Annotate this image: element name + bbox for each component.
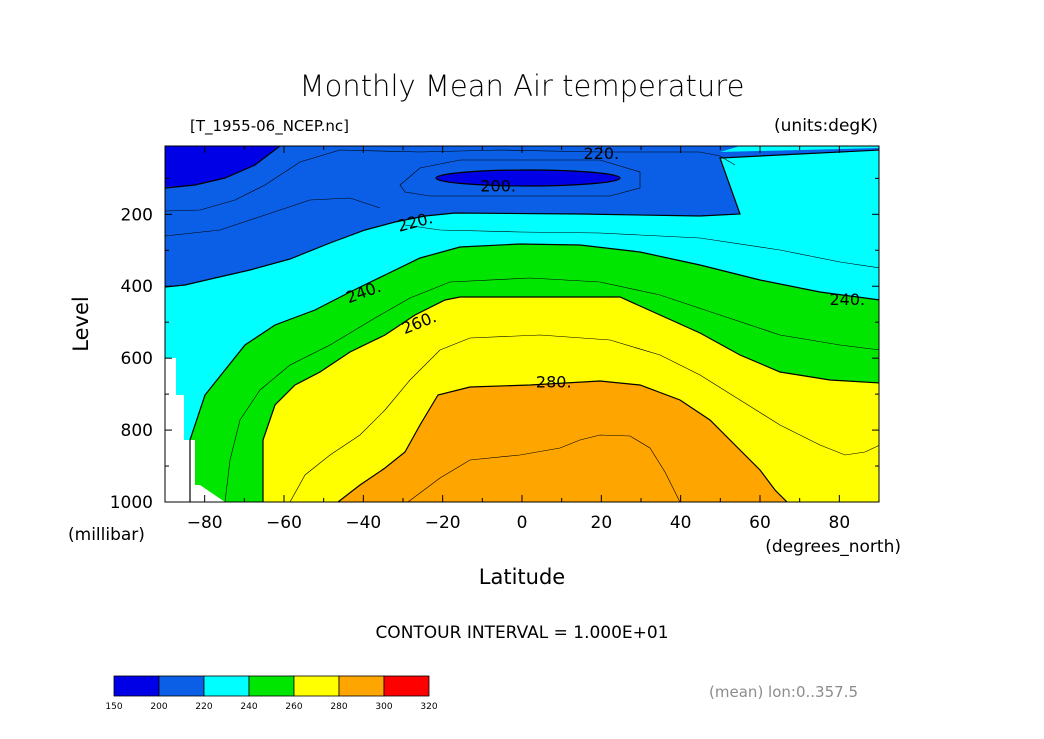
x-tick-label: −60 <box>266 513 302 533</box>
y-axis-unit: (millibar) <box>68 525 145 545</box>
missing-data-area-bottom <box>165 485 225 502</box>
x-tick-label: 40 <box>670 513 692 533</box>
contour-line-210b <box>399 159 641 197</box>
contour-line-230 <box>165 197 381 237</box>
contour-lines <box>165 146 879 502</box>
x-tick-labels: −80 −60 −40 −20 0 20 40 60 80 <box>187 513 850 533</box>
contour-line-290 <box>407 434 681 502</box>
contour-label: 240. <box>829 290 865 309</box>
contour-line-260 <box>262 296 879 502</box>
x-tick-label: 0 <box>517 513 528 533</box>
contour-label: 280. <box>536 373 572 392</box>
colorbar-label: 300 <box>375 702 392 712</box>
y-tick-label: 400 <box>121 277 153 297</box>
colorbar-swatch <box>158 675 205 697</box>
y-tick-label: 200 <box>121 205 153 225</box>
colorbar-label: 150 <box>105 702 122 712</box>
x-tick-label: −40 <box>345 513 381 533</box>
contour-label: 200. <box>480 177 516 196</box>
x-tick-label: 80 <box>829 513 851 533</box>
contour-line-210 <box>165 149 736 212</box>
colorbar-swatch <box>383 675 430 697</box>
colorbar-label: 260 <box>285 702 302 712</box>
contour-line-270 <box>289 334 879 502</box>
colorbar-label: 240 <box>240 702 257 712</box>
contour-line-200 <box>165 146 281 189</box>
y-tick-label: 1000 <box>110 493 153 513</box>
contour-line-220 <box>165 149 879 288</box>
contour-interval-text: CONTOUR INTERVAL = 1.000E+01 <box>375 623 668 643</box>
colorbar-swatch <box>248 675 295 697</box>
colorbar-swatch <box>203 675 250 697</box>
colorbar-swatch <box>338 675 385 697</box>
x-tick-label: 60 <box>749 513 771 533</box>
x-axis-unit: (degrees_north) <box>765 537 901 557</box>
y-tick-label: 800 <box>121 421 153 441</box>
x-axis-label: Latitude <box>479 565 565 589</box>
colorbar-swatch <box>293 675 340 697</box>
file-label: [T_1955-06_NCEP.nc] <box>190 117 349 136</box>
contour-fill-group <box>165 146 879 502</box>
units-label: (units:degK) <box>774 116 878 136</box>
colorbar-labels: 150 200 220 240 260 280 300 320 <box>105 702 437 712</box>
y-tick-labels: 200 400 600 800 1000 <box>110 205 153 513</box>
contour-label: 220. <box>584 144 620 163</box>
fill-150-200-core <box>436 170 620 186</box>
colorbar-label: 320 <box>420 702 437 712</box>
fill-150-200-corner <box>165 146 280 187</box>
colorbar-swatch <box>113 675 160 697</box>
missing-data-area <box>165 358 195 485</box>
contour-line-250 <box>224 277 879 502</box>
contour-line-200-core <box>435 169 621 187</box>
colorbar-label: 200 <box>150 702 167 712</box>
contour-line-230b <box>404 224 879 269</box>
contour-line-240 <box>189 243 879 502</box>
axis-ticks <box>164 146 880 503</box>
chart-title: Monthly Mean Air temperature <box>300 69 745 103</box>
y-axis-label: Level <box>69 296 93 351</box>
contour-line-280 <box>337 380 788 502</box>
x-tick-label: −80 <box>187 513 223 533</box>
colorbar <box>113 675 430 697</box>
x-tick-label: 20 <box>591 513 613 533</box>
fill-200-220 <box>165 146 879 287</box>
footer-text: (mean) lon:0..357.5 <box>709 683 858 701</box>
colorbar-label: 220 <box>195 702 212 712</box>
colorbar-label: 280 <box>330 702 347 712</box>
x-tick-label: −20 <box>425 513 461 533</box>
y-tick-label: 600 <box>121 349 153 369</box>
